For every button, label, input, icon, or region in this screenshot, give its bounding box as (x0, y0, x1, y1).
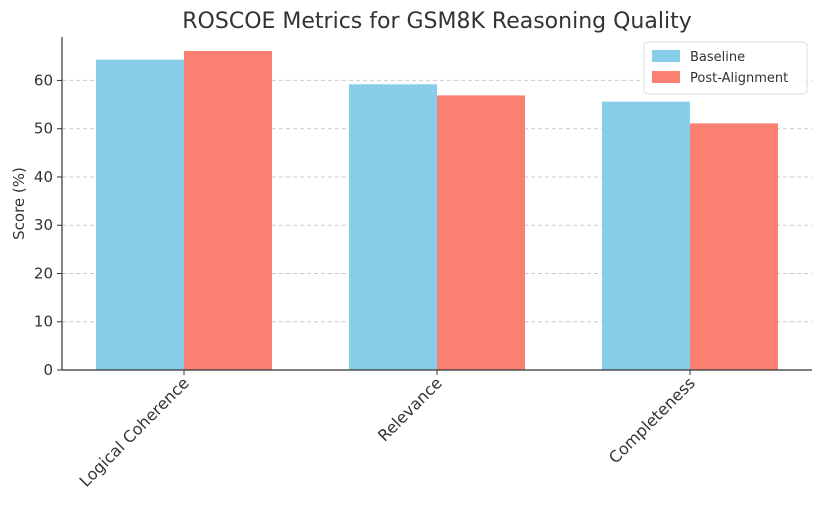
legend-swatch (652, 71, 680, 83)
y-axis-ticks: 0 10 20 30 40 50 60 (34, 71, 62, 379)
y-tick-label: 10 (34, 313, 53, 331)
bar-post-alignment-relevance (437, 95, 525, 370)
x-axis-categories: Logical Coherence Relevance Completeness (75, 370, 699, 491)
legend-swatch (652, 50, 680, 62)
bar-post-alignment-completeness (690, 123, 778, 370)
bar-post-alignment-logical-coherence (184, 50, 272, 370)
legend-label: Baseline (690, 50, 745, 65)
chart-title: ROSCOE Metrics for GSM8K Reasoning Quali… (182, 9, 691, 34)
y-tick-label: 0 (43, 361, 53, 379)
x-category-label: Completeness (605, 373, 699, 467)
y-axis-label: Score (%) (10, 167, 28, 240)
legend-label: Post-Alignment (690, 71, 788, 86)
y-tick-label: 20 (34, 264, 53, 282)
y-tick-label: 60 (34, 71, 53, 89)
y-tick-label: 30 (34, 216, 53, 234)
x-category-label: Relevance (374, 373, 446, 445)
legend-box (643, 41, 808, 95)
bar-baseline-logical-coherence (96, 59, 184, 370)
legend: Baseline Post-Alignment (643, 41, 808, 95)
bar-baseline-completeness (602, 101, 690, 371)
x-category-label: Logical Coherence (75, 373, 192, 490)
y-tick-label: 40 (34, 168, 53, 186)
bars (96, 50, 778, 371)
y-tick-label: 50 (34, 120, 53, 138)
bar-baseline-relevance (349, 84, 437, 370)
